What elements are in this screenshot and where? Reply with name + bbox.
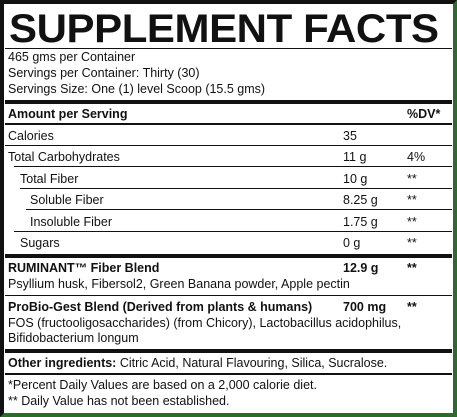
other-ingredients-value: Citric Acid, Natural Flavouring, Silica,… xyxy=(116,356,388,370)
row-total-fiber-name: Total Fiber xyxy=(20,172,79,186)
row-divider xyxy=(26,209,452,210)
container-size: 465 gms per Container xyxy=(8,50,136,64)
serving-size: Servings Size: One (1) level Scoop (15.5… xyxy=(8,82,266,96)
row-sugars-dv: ** xyxy=(407,236,417,250)
row-insoluble-fiber-amount: 1.75 g xyxy=(343,215,378,229)
other-rule xyxy=(5,349,452,353)
row-total-fiber-dv: ** xyxy=(407,172,417,186)
row-calories-amount: 35 xyxy=(343,129,357,143)
row-divider xyxy=(5,295,452,296)
title-rule xyxy=(5,48,452,49)
blend2-amount: 700 mg xyxy=(343,300,387,314)
row-insoluble-fiber-name: Insoluble Fiber xyxy=(30,215,112,229)
other-ingredients-label: Other ingredients: xyxy=(8,356,117,370)
blend1-name: RUMINANT™ Fiber Blend xyxy=(8,261,160,275)
row-carbs-name: Total Carbohydrates xyxy=(8,150,120,164)
row-soluble-fiber-name: Soluble Fiber xyxy=(30,193,104,207)
footnote-dv-not-established: ** Daily Value has not been established. xyxy=(8,394,230,408)
row-soluble-fiber-dv: ** xyxy=(407,193,417,207)
row-soluble-fiber-amount: 8.25 g xyxy=(343,193,378,207)
row-sugars-name: Sugars xyxy=(20,236,60,250)
row-sugars-amount: 0 g xyxy=(343,236,361,250)
row-carbs-amount: 11 g xyxy=(343,150,367,164)
dv-header: %DV* xyxy=(407,107,441,121)
row-divider xyxy=(5,145,452,146)
row-divider xyxy=(20,188,452,189)
row-carbs-dv: 4% xyxy=(407,150,426,164)
servings-per-container: Servings per Container: Thirty (30) xyxy=(8,66,200,80)
other-ingredients: Other ingredients: Citric Acid, Natural … xyxy=(8,356,387,371)
row-calories-name: Calories xyxy=(8,129,54,143)
header-bottom-rule xyxy=(5,123,452,125)
blend2-description-line2: Bifidobacterium longum xyxy=(8,331,139,345)
row-divider xyxy=(14,166,452,167)
blend2-name: ProBio-Gest Blend (Derived from plants &… xyxy=(8,300,313,314)
row-total-fiber-amount: 10 g xyxy=(343,172,368,186)
footnote-percent-dv: *Percent Daily Values are based on a 2,0… xyxy=(8,378,317,392)
row-divider xyxy=(14,231,452,232)
blend2-description-line1: FOS (fructooligosaccharides) (from Chico… xyxy=(8,316,402,330)
row-insoluble-fiber-dv: ** xyxy=(407,215,417,229)
blend2-dv: ** xyxy=(407,300,417,314)
blend1-dv: ** xyxy=(407,261,417,275)
footnote-rule xyxy=(5,373,452,375)
blend-rule xyxy=(5,254,452,258)
blend1-description: Psyllium husk, Fibersol2, Green Banana p… xyxy=(8,277,350,291)
blend1-amount: 12.9 g xyxy=(343,261,379,275)
panel-title: SUPPLEMENT FACTS xyxy=(9,7,439,51)
amount-header: Amount per Serving xyxy=(8,107,128,121)
header-rule xyxy=(5,100,452,104)
